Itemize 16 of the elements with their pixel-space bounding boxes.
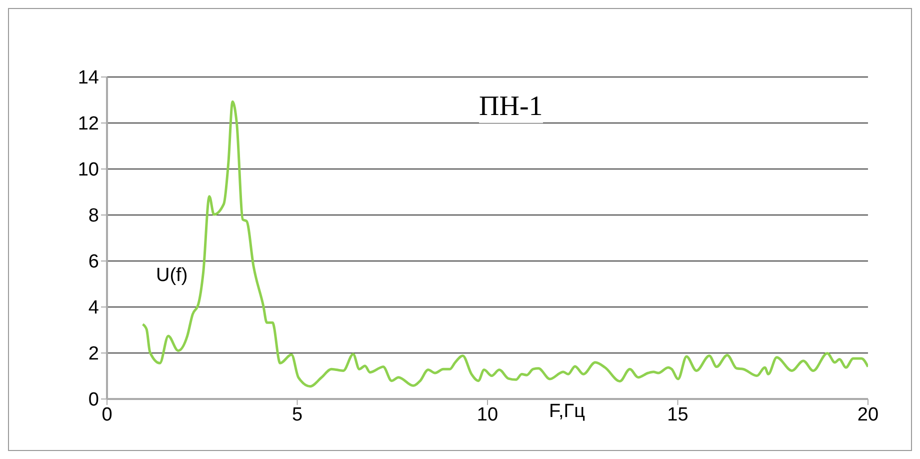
- x-tick-label: 20: [857, 404, 879, 426]
- y-tick-label: 8: [88, 206, 99, 227]
- y-tick-label: 14: [78, 68, 100, 89]
- y-tick-label: 10: [78, 160, 99, 181]
- y-axis-title: U(f): [156, 265, 188, 287]
- x-tick-label: 15: [667, 404, 688, 426]
- x-tick-label: 5: [292, 404, 303, 426]
- x-tick-label: 10: [476, 404, 498, 426]
- x-tick-label: 0: [102, 404, 112, 426]
- y-tick-label: 0: [88, 390, 99, 411]
- x-axis-title: F,Гц: [549, 401, 585, 423]
- text: ПН-1: [479, 91, 543, 123]
- y-tick-label: 4: [88, 298, 100, 319]
- y-tick-label: 2: [88, 344, 99, 365]
- y-tick-label: 6: [88, 252, 99, 273]
- y-tick-label: 12: [78, 114, 99, 135]
